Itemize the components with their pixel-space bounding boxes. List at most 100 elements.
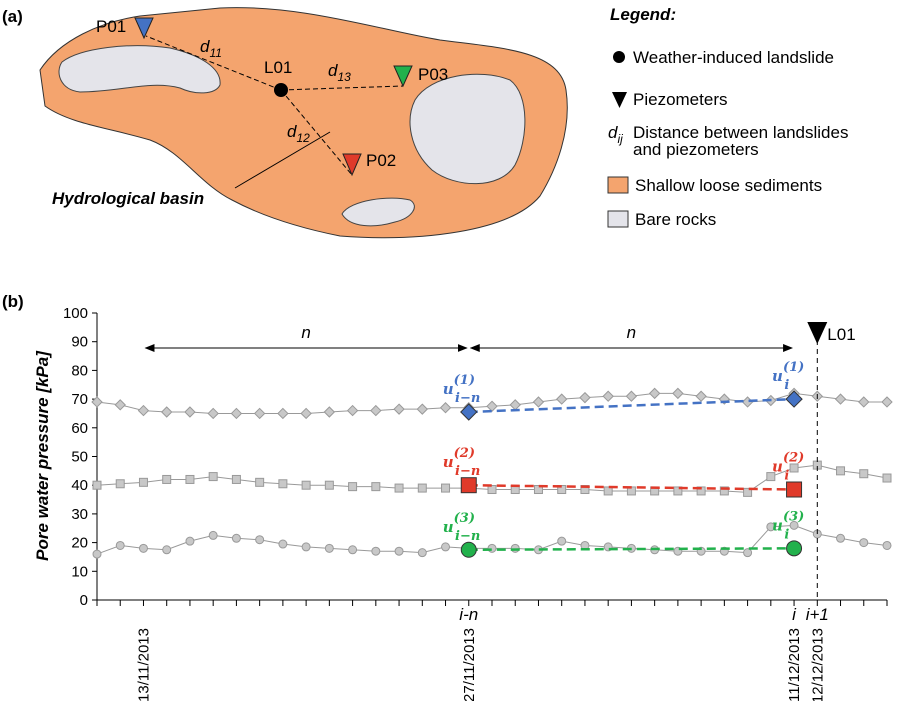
point-label: P02 xyxy=(366,151,396,170)
point xyxy=(859,469,869,479)
span-label: n xyxy=(627,323,636,342)
legend-text: Distance between landslides xyxy=(633,123,848,142)
label-sup: (2) xyxy=(454,446,475,461)
label-sub: i−n xyxy=(455,464,480,479)
label-sup: (2) xyxy=(783,451,804,466)
point-label: u(1) i xyxy=(772,360,804,393)
point xyxy=(394,546,404,556)
point xyxy=(557,536,567,546)
point xyxy=(533,485,543,495)
point-label: u(3) i xyxy=(772,509,804,542)
point xyxy=(603,486,613,496)
point xyxy=(114,399,126,411)
point xyxy=(648,387,661,400)
piezometer xyxy=(342,153,362,177)
point xyxy=(417,548,427,558)
legend-symbol xyxy=(613,51,625,63)
y-tick-label: 90 xyxy=(71,334,88,351)
point xyxy=(115,479,125,489)
point xyxy=(91,396,103,408)
point xyxy=(858,396,870,408)
highlight-line xyxy=(468,483,795,491)
point xyxy=(834,393,847,405)
point xyxy=(324,543,334,553)
point xyxy=(417,483,427,493)
point xyxy=(460,541,477,558)
rock xyxy=(58,45,221,94)
event-marker xyxy=(807,322,828,344)
point xyxy=(439,402,452,414)
point-label: u(3) i−n xyxy=(443,511,481,544)
distance-label: d11 xyxy=(200,37,222,60)
label-sub: i xyxy=(784,527,789,542)
label-base: u xyxy=(443,453,454,471)
point xyxy=(255,535,265,545)
point-label: u(2) i−n xyxy=(443,446,481,479)
point xyxy=(137,404,150,417)
point xyxy=(277,407,289,420)
point xyxy=(487,485,497,495)
x-tick-label: 13/11/2013 xyxy=(135,628,152,701)
point xyxy=(371,482,381,492)
distance-label: d13 xyxy=(328,61,351,84)
point xyxy=(208,530,218,540)
point-label: L01 xyxy=(264,58,292,77)
point xyxy=(162,545,172,555)
point xyxy=(301,542,311,552)
y-tick-label: 0 xyxy=(80,592,88,609)
label-sub: i xyxy=(784,378,789,393)
piezometer xyxy=(134,17,154,40)
point xyxy=(602,390,614,402)
y-tick-label: 30 xyxy=(71,506,88,523)
point xyxy=(138,477,148,487)
point xyxy=(486,400,498,412)
label-base: u xyxy=(443,518,454,536)
point xyxy=(789,520,799,530)
y-tick-label: 20 xyxy=(71,535,88,552)
legend-text: Piezometers xyxy=(633,90,727,109)
legend-title: Legend: xyxy=(610,5,676,24)
highlight-line xyxy=(468,547,795,552)
panel-label: (a) xyxy=(2,7,23,26)
basin-label: Hydrological basin xyxy=(52,189,204,208)
legend-swatch xyxy=(607,210,629,228)
point xyxy=(301,480,311,490)
point xyxy=(255,477,265,487)
point xyxy=(346,404,359,417)
point xyxy=(786,481,803,498)
piezometer xyxy=(393,65,413,88)
label-sup: (3) xyxy=(454,511,475,526)
distance-line xyxy=(280,85,404,91)
point xyxy=(789,463,799,473)
point xyxy=(348,482,358,492)
point xyxy=(673,486,683,496)
point xyxy=(509,399,521,411)
point xyxy=(231,533,241,543)
label-sub: i−n xyxy=(455,391,480,406)
distance-line xyxy=(145,35,282,91)
point xyxy=(253,407,266,420)
point xyxy=(230,407,243,420)
index-label: i xyxy=(792,605,797,624)
x-tick-label: 11/12/2013 xyxy=(786,628,803,701)
point xyxy=(836,466,846,476)
point xyxy=(836,533,846,543)
label-base: u xyxy=(772,516,783,534)
point xyxy=(207,407,219,420)
point xyxy=(441,542,451,552)
index-label: i-n xyxy=(459,605,478,624)
point xyxy=(185,536,195,546)
y-tick-label: 100 xyxy=(63,305,88,322)
point xyxy=(278,479,288,489)
distance-line xyxy=(280,89,353,176)
point xyxy=(487,543,497,553)
point xyxy=(324,480,334,490)
label-base: u xyxy=(443,380,454,398)
legend-text: Shallow loose sediments xyxy=(635,176,822,195)
point xyxy=(371,546,381,556)
point xyxy=(766,472,776,482)
point xyxy=(348,545,358,555)
span-label: n xyxy=(301,323,310,342)
leader-line xyxy=(234,131,331,189)
